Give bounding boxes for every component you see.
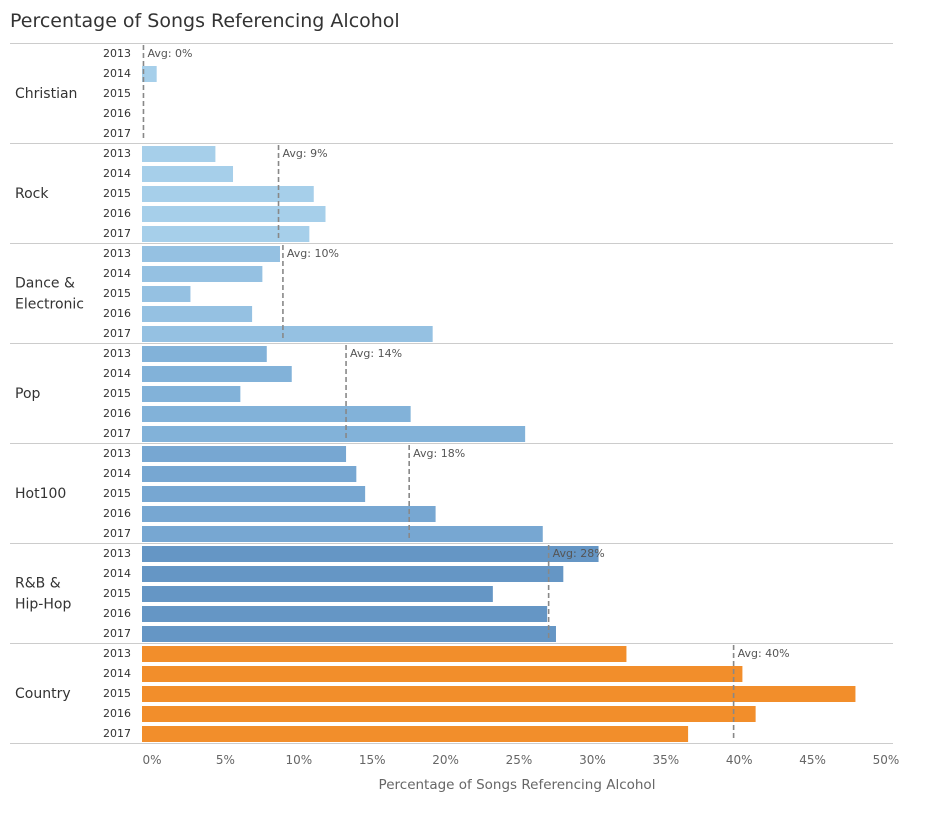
bar bbox=[142, 586, 493, 602]
average-label: Avg: 40% bbox=[738, 647, 790, 660]
genre-label: Dance & bbox=[15, 276, 75, 292]
average-label: Avg: 0% bbox=[147, 47, 192, 60]
x-tick-label: 5% bbox=[216, 753, 235, 767]
year-label: 2017 bbox=[103, 727, 131, 740]
year-label: 2015 bbox=[103, 87, 131, 100]
bar bbox=[142, 146, 216, 162]
x-tick-label: 30% bbox=[579, 753, 606, 767]
average-label: Avg: 9% bbox=[283, 147, 328, 160]
genre-label: Rock bbox=[15, 186, 49, 202]
year-label: 2014 bbox=[103, 667, 131, 680]
bar bbox=[142, 66, 157, 82]
bar bbox=[142, 446, 347, 462]
year-label: 2017 bbox=[103, 527, 131, 540]
bar bbox=[142, 626, 556, 642]
bar bbox=[142, 666, 743, 682]
year-label: 2016 bbox=[103, 707, 131, 720]
year-label: 2017 bbox=[103, 327, 131, 340]
x-tick-label: 45% bbox=[799, 753, 826, 767]
average-label: Avg: 18% bbox=[413, 447, 465, 460]
year-label: 2013 bbox=[103, 547, 131, 560]
bar bbox=[142, 166, 234, 182]
bar bbox=[142, 546, 599, 562]
bar bbox=[142, 406, 411, 422]
bar bbox=[142, 206, 326, 222]
year-label: 2014 bbox=[103, 467, 131, 480]
bar bbox=[142, 566, 564, 582]
x-tick-label: 50% bbox=[873, 753, 900, 767]
bar bbox=[142, 326, 433, 342]
x-tick-label: 0% bbox=[142, 753, 161, 767]
year-label: 2013 bbox=[103, 647, 131, 660]
chart-title: Percentage of Songs Referencing Alcohol bbox=[10, 10, 400, 32]
year-label: 2016 bbox=[103, 607, 131, 620]
x-axis-title: Percentage of Songs Referencing Alcohol bbox=[379, 777, 656, 793]
year-label: 2013 bbox=[103, 47, 131, 60]
bar bbox=[142, 686, 856, 702]
year-label: 2014 bbox=[103, 67, 131, 80]
bar bbox=[142, 506, 436, 522]
year-label: 2016 bbox=[103, 507, 131, 520]
average-label: Avg: 10% bbox=[287, 247, 339, 260]
bar bbox=[142, 346, 267, 362]
genre-label: Christian bbox=[15, 86, 77, 102]
year-label: 2014 bbox=[103, 167, 131, 180]
year-label: 2016 bbox=[103, 107, 131, 120]
bar bbox=[142, 286, 191, 302]
bar bbox=[142, 386, 241, 402]
genre-label: R&B & bbox=[15, 576, 61, 592]
year-label: 2013 bbox=[103, 447, 131, 460]
bar bbox=[142, 466, 357, 482]
year-label: 2016 bbox=[103, 307, 131, 320]
x-tick-label: 15% bbox=[359, 753, 386, 767]
average-label: Avg: 28% bbox=[553, 547, 605, 560]
year-label: 2017 bbox=[103, 427, 131, 440]
year-label: 2015 bbox=[103, 687, 131, 700]
bar bbox=[142, 306, 253, 322]
bar bbox=[142, 526, 543, 542]
bar bbox=[142, 226, 310, 242]
bar bbox=[142, 646, 627, 662]
bar bbox=[142, 706, 756, 722]
x-tick-label: 40% bbox=[726, 753, 753, 767]
year-label: 2015 bbox=[103, 487, 131, 500]
bar bbox=[142, 266, 263, 282]
year-label: 2015 bbox=[103, 287, 131, 300]
genre-label: Electronic bbox=[15, 297, 84, 313]
x-axis: 0% 5% 10% 15% 20% 25% 30% 35% 40% 45% 50% bbox=[142, 753, 899, 767]
genre-label: Hot100 bbox=[15, 486, 66, 502]
year-label: 2013 bbox=[103, 147, 131, 160]
x-tick-label: 20% bbox=[432, 753, 459, 767]
x-tick-label: 10% bbox=[285, 753, 312, 767]
bar bbox=[142, 726, 689, 742]
genre-label: Pop bbox=[15, 386, 41, 402]
year-label: 2016 bbox=[103, 207, 131, 220]
plot-area: Christian 2013 2014 2015 2016 2017 Avg: 0% Rock… bbox=[10, 43, 893, 744]
bar bbox=[142, 486, 366, 502]
year-label: 2015 bbox=[103, 587, 131, 600]
genre-label: Hip-Hop bbox=[15, 597, 71, 613]
bar bbox=[142, 426, 526, 442]
year-label: 2016 bbox=[103, 407, 131, 420]
year-label: 2017 bbox=[103, 127, 131, 140]
average-label: Avg: 14% bbox=[350, 347, 402, 360]
x-tick-label: 35% bbox=[652, 753, 679, 767]
year-label: 2013 bbox=[103, 347, 131, 360]
year-label: 2015 bbox=[103, 387, 131, 400]
year-label: 2014 bbox=[103, 367, 131, 380]
year-label: 2017 bbox=[103, 227, 131, 240]
bar bbox=[142, 186, 314, 202]
year-label: 2014 bbox=[103, 567, 131, 580]
x-tick-label: 25% bbox=[506, 753, 533, 767]
bar bbox=[142, 606, 548, 622]
bar bbox=[142, 366, 292, 382]
year-label: 2014 bbox=[103, 267, 131, 280]
genre-label: Country bbox=[15, 686, 71, 702]
year-label: 2015 bbox=[103, 187, 131, 200]
year-label: 2013 bbox=[103, 247, 131, 260]
bar bbox=[142, 246, 280, 262]
year-label: 2017 bbox=[103, 627, 131, 640]
